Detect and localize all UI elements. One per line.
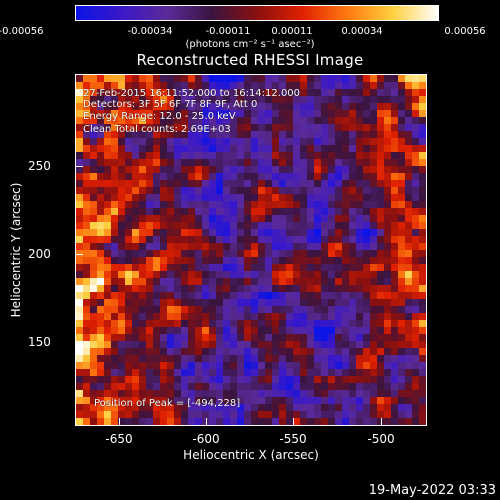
colorbar-tick: 0.00034 [341,26,383,37]
x-tick-mark [293,418,294,426]
rhessi-heatmap [76,75,426,425]
plot-area: 27-Feb-2015 16:11:52.000 to 16:14:12.000… [75,74,427,426]
y-tick-label: 150 [28,335,51,349]
y-tick-label: 200 [28,247,51,261]
annotation-detectors: Detectors: 3F 5F 6F 7F 8F 9F, Att 0 [83,99,258,110]
annotation-time-range: 27-Feb-2015 16:11:52.000 to 16:14:12.000 [83,88,301,99]
x-tick-label: -650 [105,432,133,446]
x-tick-mark [381,418,382,426]
y-axis-label: Heliocentric Y (arcsec) [9,182,23,318]
chart-title: Reconstructed RHESSI Image [136,51,364,69]
x-tick-label: -600 [192,432,220,446]
footer-date: 19-May-2022 03:33 [368,483,496,498]
colorbar-tick: -0.00034 [127,26,173,37]
y-tick-mark [75,254,83,255]
annotation-clean-counts: Clean Total counts: 2.69E+03 [83,124,231,135]
colorbar-tick: 0.00011 [271,26,313,37]
colorbar-tick: -0.00056 [0,26,44,37]
x-tick-label: -500 [367,432,395,446]
x-tick-mark [206,418,207,426]
colorbar [75,5,439,21]
colorbar-tick: 0.00056 [444,26,486,37]
x-axis-label: Heliocentric X (arcsec) [183,448,319,462]
colorbar-units: (photons cm⁻² s⁻¹ asec⁻²) [185,39,315,50]
annotation-energy-range: Energy Range: 12.0 - 25.0 keV [83,111,236,122]
y-tick-label: 250 [28,159,51,173]
colorbar-tick: -0.00011 [205,26,251,37]
y-tick-mark [75,342,83,343]
x-tick-mark [119,418,120,426]
x-tick-label: -550 [279,432,307,446]
annotation-peak-position: Position of Peak = [-494,228] [94,398,241,409]
y-tick-mark [75,166,83,167]
